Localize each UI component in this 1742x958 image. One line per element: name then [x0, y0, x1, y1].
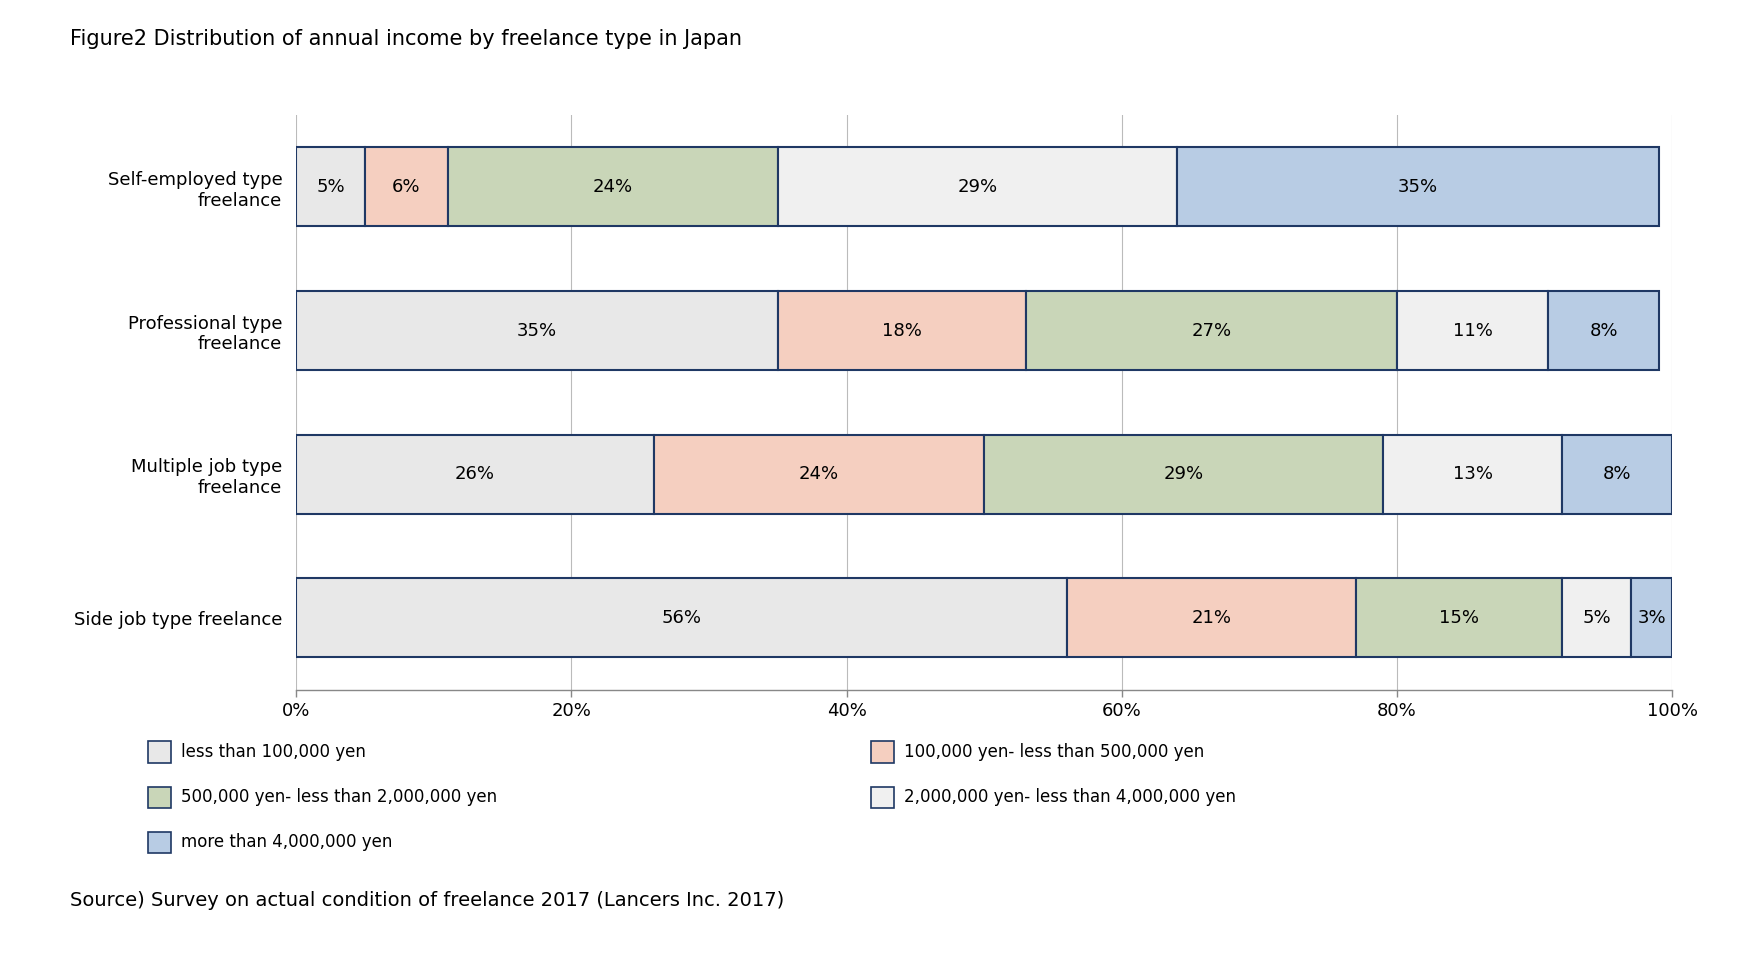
- Text: Source) Survey on actual condition of freelance 2017 (Lancers Inc. 2017): Source) Survey on actual condition of fr…: [70, 891, 784, 910]
- Bar: [1549, 291, 1658, 370]
- Text: 5%: 5%: [317, 178, 345, 195]
- Bar: [448, 148, 777, 226]
- Text: 18%: 18%: [881, 322, 922, 339]
- Text: 8%: 8%: [1603, 466, 1632, 483]
- Text: 100,000 yen- less than 500,000 yen: 100,000 yen- less than 500,000 yen: [904, 743, 1204, 761]
- Text: 35%: 35%: [1397, 178, 1437, 195]
- Bar: [777, 148, 1178, 226]
- Bar: [296, 579, 1066, 657]
- Bar: [1397, 291, 1549, 370]
- Text: 15%: 15%: [1439, 609, 1479, 627]
- Bar: [366, 148, 448, 226]
- Text: 26%: 26%: [455, 466, 495, 483]
- Text: 11%: 11%: [1453, 322, 1493, 339]
- Text: 8%: 8%: [1589, 322, 1618, 339]
- Text: 21%: 21%: [1192, 609, 1232, 627]
- Text: 6%: 6%: [392, 178, 420, 195]
- Bar: [1066, 579, 1355, 657]
- Bar: [1563, 435, 1672, 513]
- Text: 56%: 56%: [662, 609, 702, 627]
- Text: Figure2 Distribution of annual income by freelance type in Japan: Figure2 Distribution of annual income by…: [70, 29, 742, 49]
- Text: 13%: 13%: [1453, 466, 1493, 483]
- Text: 24%: 24%: [592, 178, 632, 195]
- Text: more than 4,000,000 yen: more than 4,000,000 yen: [181, 833, 392, 851]
- Bar: [653, 435, 984, 513]
- Text: 29%: 29%: [1164, 466, 1204, 483]
- Text: 29%: 29%: [958, 178, 998, 195]
- Bar: [296, 291, 777, 370]
- Text: 35%: 35%: [517, 322, 557, 339]
- Bar: [296, 435, 653, 513]
- Bar: [1355, 579, 1563, 657]
- Bar: [984, 435, 1383, 513]
- Bar: [1026, 291, 1397, 370]
- Text: 5%: 5%: [1582, 609, 1611, 627]
- Text: 24%: 24%: [800, 466, 840, 483]
- Text: 2,000,000 yen- less than 4,000,000 yen: 2,000,000 yen- less than 4,000,000 yen: [904, 788, 1237, 806]
- Bar: [1383, 435, 1563, 513]
- Bar: [296, 148, 366, 226]
- Bar: [1178, 148, 1658, 226]
- Text: 500,000 yen- less than 2,000,000 yen: 500,000 yen- less than 2,000,000 yen: [181, 788, 496, 806]
- Text: less than 100,000 yen: less than 100,000 yen: [181, 743, 366, 761]
- Text: 3%: 3%: [1637, 609, 1665, 627]
- Bar: [1563, 579, 1631, 657]
- Bar: [777, 291, 1026, 370]
- Bar: [1631, 579, 1672, 657]
- Text: 27%: 27%: [1192, 322, 1232, 339]
